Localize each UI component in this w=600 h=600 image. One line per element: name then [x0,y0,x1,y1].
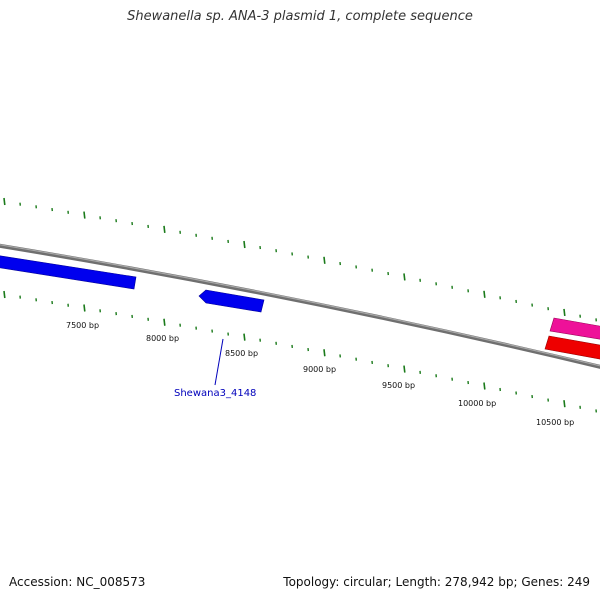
inner-major-tick [83,304,86,312]
inner-major-tick [563,400,566,408]
tick-label: 8000 bp [146,334,179,343]
gene-right-magenta[interactable] [549,317,600,340]
backbone-arc [0,243,600,369]
outer-major-tick [563,308,566,317]
outer-major-tick [163,225,166,233]
inner-major-tick [243,333,246,341]
inner-major-tick [3,290,6,299]
tick-label: 10000 bp [458,399,496,408]
gene-right-red[interactable] [544,335,600,360]
outer-major-tick [3,197,6,206]
outer-major-tick [403,273,406,281]
outer-major-tick [483,290,486,298]
map-title: Shewanella sp. ANA-3 plasmid 1, complete… [127,9,473,24]
outer-tick-ring [3,197,597,322]
inner-major-tick [323,349,326,357]
inner-major-tick [483,382,486,390]
inner-tick-ring [3,290,597,413]
tick-label: 9000 bp [303,365,336,374]
inner-major-tick [163,318,166,326]
gene-shewana3-4148[interactable] [198,289,265,313]
gene-label-shewana3-4148[interactable]: Shewana3_4148 [174,388,256,399]
gene-label-leader [214,338,224,386]
outer-major-tick [243,240,246,249]
inner-major-tick [403,365,406,373]
outer-major-tick [83,211,86,219]
gene-left-blue[interactable] [0,255,137,290]
accession-text: Accession: NC_008573 [9,575,146,589]
tick-label: 9500 bp [382,381,415,390]
tick-labels: 7500 bp 8000 bp 8500 bp 9000 bp 9500 bp 10000… [66,321,574,427]
tick-label: 7500 bp [66,321,99,330]
outer-major-tick [323,256,326,264]
tick-label: 10500 bp [536,418,574,427]
backbone-arc-highlight [0,244,600,367]
sequence-info-text: Topology: circular; Length: 278,942 bp; … [283,575,590,589]
tick-label: 8500 bp [225,349,258,358]
